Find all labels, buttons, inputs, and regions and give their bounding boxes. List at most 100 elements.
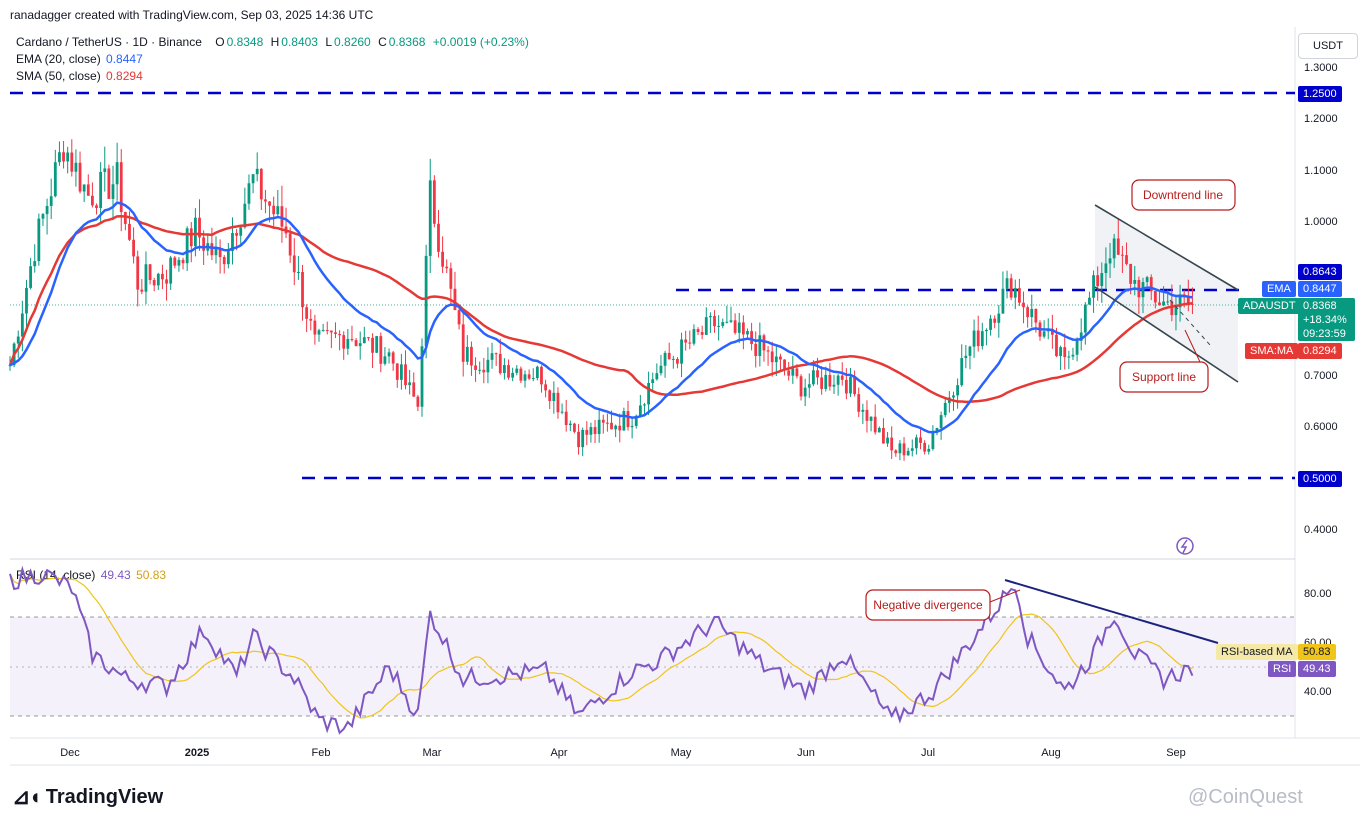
candle-body: [952, 395, 955, 398]
candle-body: [140, 289, 144, 292]
candle-body: [770, 351, 774, 363]
candle-body: [189, 228, 193, 247]
sma-line: [8, 214, 1193, 404]
candle-body: [972, 330, 976, 347]
candle-body: [255, 168, 259, 175]
candle-body: [66, 152, 70, 162]
candle-body: [272, 205, 276, 215]
candle-body: [358, 343, 362, 347]
candle-body: [865, 409, 869, 421]
candle-body: [424, 255, 428, 347]
candle-body: [680, 339, 683, 364]
candle-body: [597, 419, 601, 435]
candle-body: [235, 233, 238, 236]
tradingview-logo[interactable]: ⊿◖ TradingView: [12, 784, 163, 810]
candle-body: [713, 316, 716, 327]
candle-body: [877, 427, 881, 433]
candle-body: [329, 330, 333, 333]
candle-body: [346, 339, 350, 349]
candle-body: [762, 335, 766, 351]
candle-body: [1116, 238, 1120, 255]
downtrend-callout: Downtrend line: [1143, 188, 1223, 202]
candle-body: [210, 243, 214, 256]
candle-body: [202, 237, 206, 251]
candle-body: [531, 378, 535, 380]
candle-body: [919, 437, 922, 443]
high-label: H: [270, 35, 280, 49]
candle-body: [375, 336, 379, 353]
support-callout-arrow: [1184, 329, 1201, 363]
candle-body: [45, 205, 49, 215]
symbol-tag: ADAUSDT: [1238, 298, 1301, 314]
candle-body: [1186, 297, 1190, 304]
ema-value: 0.8447: [106, 52, 143, 66]
candle-body: [338, 334, 341, 336]
candle-body: [33, 261, 37, 267]
candle-body: [923, 442, 927, 452]
candle-body: [156, 273, 160, 286]
candle-body: [297, 271, 300, 273]
candle-body: [321, 330, 325, 332]
candle-body: [239, 227, 243, 236]
candle-body: [721, 322, 725, 326]
price-tick-label: 1.1000: [1304, 165, 1338, 177]
candle-body: [869, 416, 873, 421]
candle-body: [1145, 277, 1149, 283]
candle-body: [964, 355, 968, 359]
candle-body: [1034, 308, 1038, 323]
candle-body: [820, 377, 824, 389]
candle-body: [243, 203, 247, 228]
candle-body: [816, 370, 819, 378]
open-label: O: [215, 35, 225, 49]
low-label: L: [325, 35, 333, 49]
candle-body: [428, 180, 432, 256]
candle-body: [1009, 278, 1013, 298]
time-tick-label: Sep: [1166, 747, 1186, 759]
candle-body: [144, 264, 148, 292]
candle-body: [53, 162, 57, 197]
channel-midline: [1169, 299, 1211, 346]
price-axis: 1.3000 1.2000 1.1000 1.0000 0.7000 0.6000 0.40…: [1304, 62, 1338, 536]
candle-body: [601, 419, 605, 423]
candle-body: [709, 316, 712, 318]
candle-body: [226, 251, 230, 265]
ema-tag: EMA: [1262, 281, 1296, 297]
candle-body: [1100, 273, 1104, 287]
close-label: C: [378, 35, 387, 49]
candle-body: [610, 422, 613, 430]
support-callout-box: [1119, 361, 1209, 393]
candle-body: [107, 168, 111, 199]
candle-body: [503, 365, 506, 374]
candle-body: [754, 343, 758, 356]
candle-body: [766, 350, 770, 352]
candle-body: [128, 223, 131, 240]
candle-body: [123, 212, 127, 224]
candle-body: [1108, 258, 1112, 264]
candle-body: [812, 370, 815, 385]
candle-body: [832, 384, 836, 387]
candle-body: [367, 337, 370, 339]
candle-body: [218, 248, 222, 258]
candle-body: [115, 162, 119, 185]
candle-body: [1112, 238, 1116, 259]
candle-body: [647, 383, 650, 405]
candle-body: [593, 427, 597, 435]
candle-body: [552, 392, 556, 401]
currency-button[interactable]: USDT: [1298, 33, 1358, 59]
candle-body: [58, 152, 61, 163]
candle-body: [741, 322, 745, 335]
candle-body: [119, 162, 123, 213]
candle-body: [1133, 279, 1137, 284]
candle-body: [231, 233, 234, 252]
candle-body: [453, 288, 457, 311]
candle-body: [86, 184, 90, 196]
candle-body: [408, 382, 412, 386]
close-value: 0.8368: [388, 35, 426, 49]
candle-body: [535, 366, 539, 379]
candle-body: [927, 448, 931, 452]
candle-body: [383, 356, 387, 364]
candle-body: [844, 379, 848, 394]
candle-body: [313, 320, 317, 335]
candle-body: [985, 329, 988, 332]
